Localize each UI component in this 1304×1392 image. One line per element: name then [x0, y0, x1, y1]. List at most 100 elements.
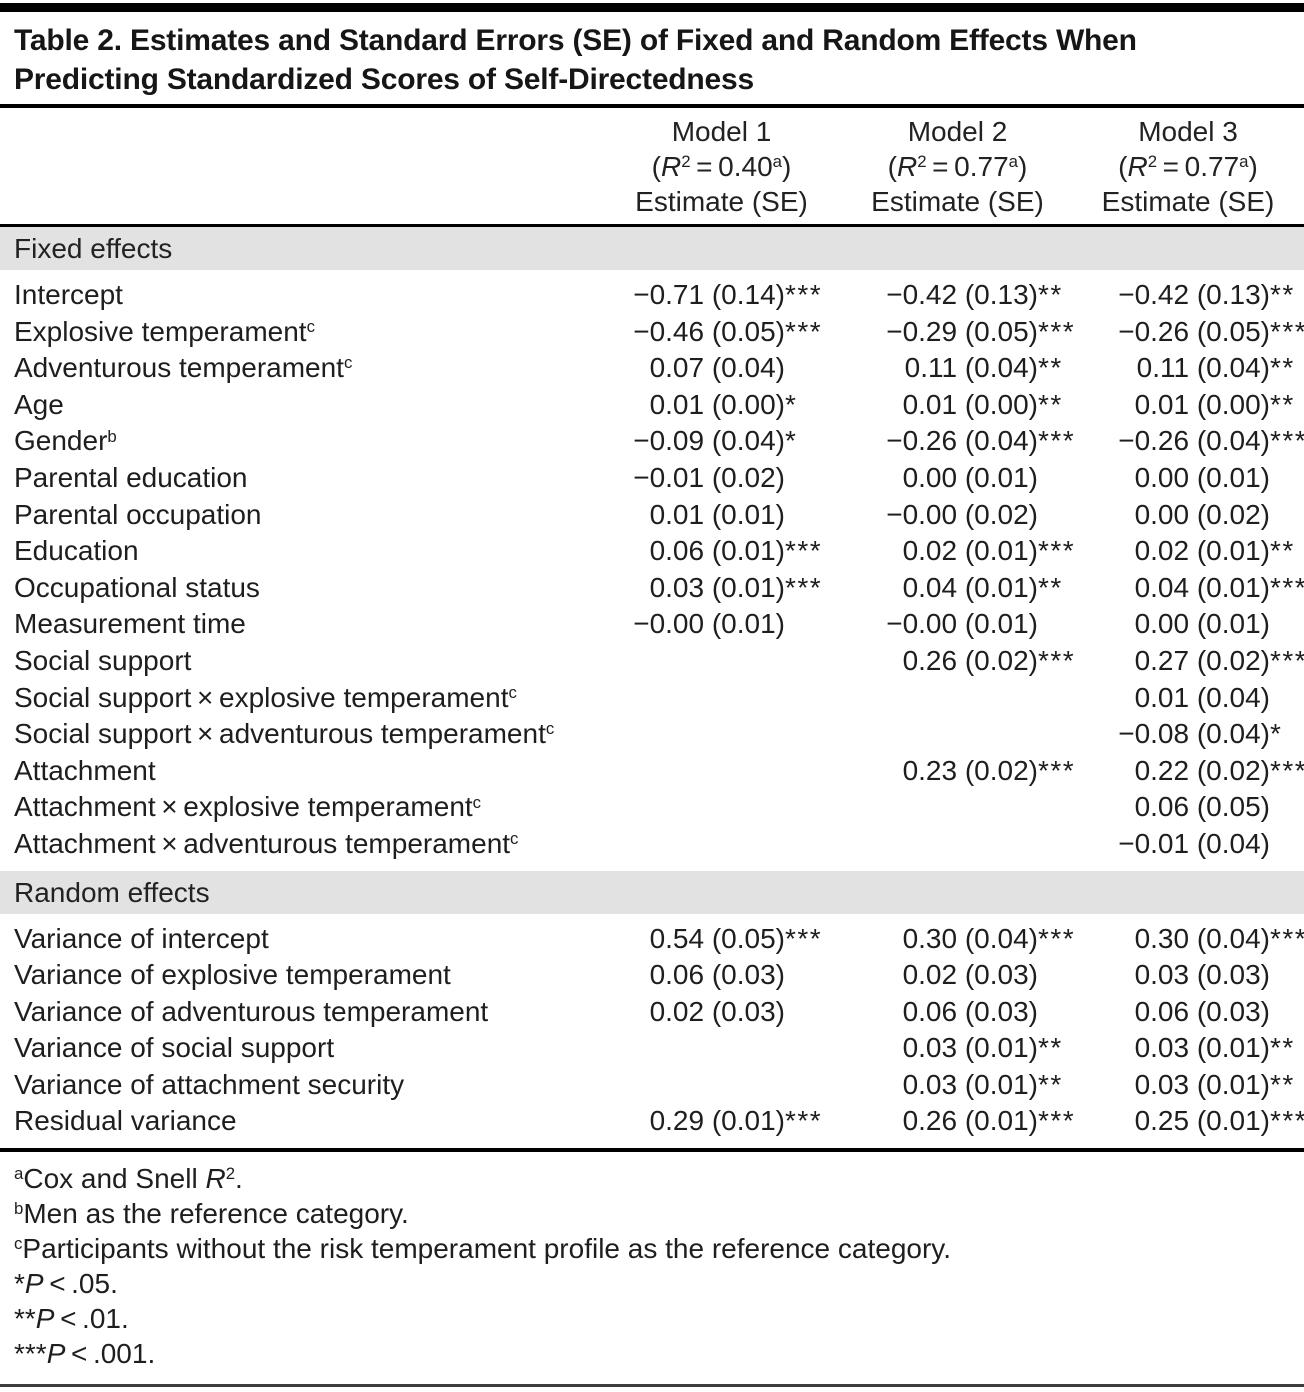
text-segment: Occupational status	[14, 571, 260, 603]
significance-stars: ***	[1270, 754, 1304, 786]
table-row: Variance of social support 0.03 (0.01) ** 0…	[0, 1030, 1304, 1067]
estimate-value: 0.01 (0.00)	[649, 388, 785, 420]
estimate-value: −0.00 (0.02)	[886, 498, 1038, 530]
estimate-value: 0.03 (0.01)	[902, 1068, 1038, 1100]
estimate-value: 0.06 (0.03)	[1134, 995, 1270, 1027]
text-segment: Attachment	[14, 754, 156, 786]
text-segment: Social support	[14, 644, 192, 676]
text-segment: ***	[14, 1338, 47, 1370]
estimate-cell-model-3: 0.03 (0.01) **	[1072, 1030, 1304, 1067]
estimate-cell-model-2: 0.03 (0.01) **	[843, 1030, 1072, 1067]
estimate-value: −0.01 (0.02)	[633, 461, 785, 493]
italic-text: P	[24, 1268, 44, 1300]
section-header-random-effects: Random effects	[0, 870, 1304, 914]
estimate-value: −0.08 (0.04)	[1118, 718, 1270, 750]
estimate-value: 0.11 (0.04)	[904, 352, 1038, 384]
text-segment: .	[235, 1163, 243, 1195]
significance-stars	[785, 753, 843, 790]
estimate-cell-model-3: −0.26 (0.05) ***	[1072, 314, 1304, 351]
estimate-cell-model-3: −0.42 (0.13) **	[1072, 277, 1304, 314]
estimate-cell-model-3: 0.04 (0.01) ***	[1072, 570, 1304, 607]
significance-stars	[1270, 826, 1304, 863]
row-label: Intercept	[0, 277, 600, 314]
text-segment: Adventurous temperament	[14, 352, 344, 384]
significance-stars: ***	[1038, 644, 1076, 676]
estimate-cell-model-2: −0.00 (0.01)	[843, 606, 1072, 643]
estimate-value: −0.29 (0.05)	[886, 315, 1038, 347]
estimate-cell-model-3: 0.27 (0.02) ***	[1072, 643, 1304, 680]
text-segment: Attachment × explosive temperament	[14, 791, 473, 823]
estimate-cell-model-2: −0.00 (0.02)	[843, 497, 1072, 534]
superscript: c	[510, 829, 519, 849]
estimate-value: 0.02 (0.01)	[1134, 535, 1270, 567]
row-label: Social support	[0, 643, 600, 680]
row-label: Variance of attachment security	[0, 1067, 600, 1104]
significance-stars: ***	[1038, 315, 1076, 347]
italic-text: P	[46, 1338, 66, 1370]
table-title: Table 2. Estimates and Standard Errors (…	[0, 12, 1304, 104]
text-segment: Variance of intercept	[14, 922, 269, 954]
column-header-model-2: Model 2 (R2 = 0.77a) Estimate (SE)	[843, 114, 1072, 219]
significance-stars: *	[785, 388, 798, 420]
significance-stars	[785, 606, 843, 643]
estimate-value: 0.03 (0.01)	[649, 571, 785, 603]
significance-stars	[785, 789, 843, 826]
significance-stars: **	[1270, 1068, 1295, 1100]
significance-stars: **	[1270, 279, 1295, 310]
superscript: a	[1008, 152, 1018, 172]
estimate-cell-model-1	[600, 753, 843, 790]
footnote: *P < .05.	[14, 1266, 1290, 1301]
estimate-cell-model-3: −0.01 (0.04)	[1072, 826, 1304, 863]
estimate-value: 0.03 (0.01)	[1134, 1068, 1270, 1100]
row-label: Variance of adventurous temperament	[0, 994, 600, 1031]
superscript: c	[472, 792, 482, 812]
estimate-cell-model-3: −0.08 (0.04) *	[1072, 716, 1304, 753]
superscript: c	[306, 316, 315, 336]
row-label: Social support × explosive temperamentc	[0, 680, 600, 717]
significance-stars: ***	[785, 315, 823, 347]
table-row: Social support × explosive temperamentc 0…	[0, 680, 1304, 717]
estimate-value: −0.26 (0.04)	[886, 425, 1038, 457]
top-rule	[0, 3, 1304, 12]
estimate-cell-model-3: 0.11 (0.04) **	[1072, 350, 1304, 387]
superscript: a	[14, 1164, 24, 1184]
table-row: Intercept −0.71 (0.14) *** −0.42 (0.13) ** −0…	[0, 277, 1304, 314]
estimate-value: 0.03 (0.01)	[902, 1032, 1038, 1064]
significance-stars	[1038, 716, 1072, 753]
significance-stars	[785, 994, 843, 1031]
text-segment: < .01.	[54, 1303, 129, 1335]
estimate-cell-model-1: −0.09 (0.04) *	[600, 423, 843, 460]
table-row: Measurement time −0.00 (0.01) −0.00 (0.01)…	[0, 606, 1304, 643]
superscript: c	[545, 719, 555, 739]
table-row: Genderb −0.09 (0.04) * −0.26 (0.04) *** −0.26…	[0, 423, 1304, 460]
estimate-value: 0.01 (0.04)	[1134, 681, 1270, 713]
estimate-se-label: Estimate (SE)	[635, 186, 808, 217]
significance-stars: ***	[1038, 1105, 1076, 1137]
model-name: Model 3	[1138, 116, 1238, 147]
significance-stars	[785, 826, 843, 863]
estimate-cell-model-2: 0.26 (0.02) ***	[843, 643, 1076, 680]
text-segment: = 0.40	[690, 151, 773, 182]
table-row: Attachment 0.23 (0.02) *** 0.22 (0.02) ***	[0, 753, 1304, 790]
estimate-value: 0.26 (0.02)	[902, 644, 1038, 676]
estimate-value: −0.46 (0.05)	[633, 315, 785, 347]
superscript: 2	[917, 152, 927, 172]
text-segment: Variance of social support	[14, 1032, 335, 1064]
column-header-model-3: Model 3 (R2 = 0.77a) Estimate (SE)	[1072, 114, 1304, 219]
estimate-value: 0.54 (0.05)	[649, 922, 785, 954]
estimate-cell-model-1: 0.03 (0.01) ***	[600, 570, 843, 607]
significance-stars: *	[785, 425, 798, 457]
estimate-value: 0.00 (0.01)	[1134, 608, 1270, 640]
significance-stars: *	[1270, 718, 1283, 750]
estimate-cell-model-2: 0.01 (0.00) **	[843, 387, 1072, 424]
estimate-value: 0.02 (0.01)	[902, 535, 1038, 567]
estimate-cell-model-1	[600, 643, 843, 680]
estimate-value: 0.01 (0.00)	[902, 388, 1038, 420]
estimate-cell-model-3: 0.00 (0.01)	[1072, 606, 1304, 643]
estimate-cell-model-1: 0.54 (0.05) ***	[600, 921, 843, 958]
estimate-value: 0.29 (0.01)	[649, 1105, 785, 1137]
row-label: Residual variance	[0, 1103, 600, 1140]
estimate-cell-model-2: 0.02 (0.03)	[843, 957, 1072, 994]
estimate-value: 0.02 (0.03)	[902, 959, 1038, 991]
row-label: Education	[0, 533, 600, 570]
